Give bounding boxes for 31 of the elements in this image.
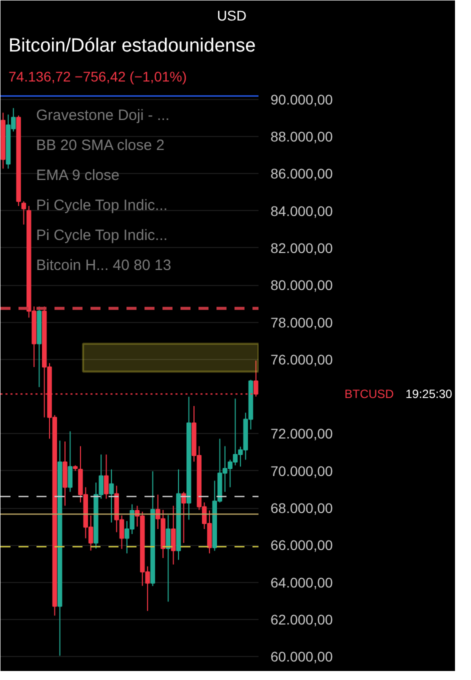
candlestick: [104, 454, 109, 500]
y-tick-label: 84.000,00: [270, 202, 333, 219]
y-tick-label: 60.000,00: [270, 648, 333, 665]
y-tick-label: 82.000,00: [270, 240, 333, 256]
y-tick-label: 66.000,00: [270, 537, 333, 554]
candlestick: [21, 200, 26, 226]
y-tick-label: 90.000,00: [270, 91, 333, 108]
y-tick-label: 62.000,00: [270, 611, 333, 628]
chart-subtitle: 74.136,72 −756,42 (−1,01%): [8, 68, 187, 84]
y-tick-label: 76.000,00: [270, 351, 333, 368]
annotation: Gravestone Doji - ...: [36, 107, 170, 124]
text: BTCUSD: [344, 386, 394, 401]
y-tick-label: 68.000,00: [270, 500, 333, 516]
annotation: EMA 9 close: [36, 167, 120, 184]
y-tick-label: 70.000,00: [270, 462, 333, 479]
y-tick-label: 88.000,00: [270, 128, 333, 144]
text: USD: [216, 8, 247, 24]
y-tick-label: 72.000,00: [270, 426, 333, 442]
annotation: Pi Cycle Top Indic...: [36, 197, 168, 214]
y-tick-label: 86.000,00: [270, 166, 333, 182]
chart-title: Bitcoin/Dólar estadounidense: [8, 36, 256, 56]
y-tick-label: 80.000,00: [270, 277, 333, 294]
y-tick-label: 78.000,00: [270, 314, 333, 330]
annotation: BB 20 SMA close 2: [36, 137, 165, 154]
annotation: Bitcoin H... 40 80 13: [36, 257, 172, 274]
text: 19:25:30: [406, 386, 453, 401]
annotation: Pi Cycle Top Indic...: [36, 227, 168, 244]
y-tick-label: 64.000,00: [270, 574, 333, 590]
candlestick: [109, 468, 114, 524]
candlestick: [171, 505, 176, 565]
candlestick: [68, 430, 73, 492]
